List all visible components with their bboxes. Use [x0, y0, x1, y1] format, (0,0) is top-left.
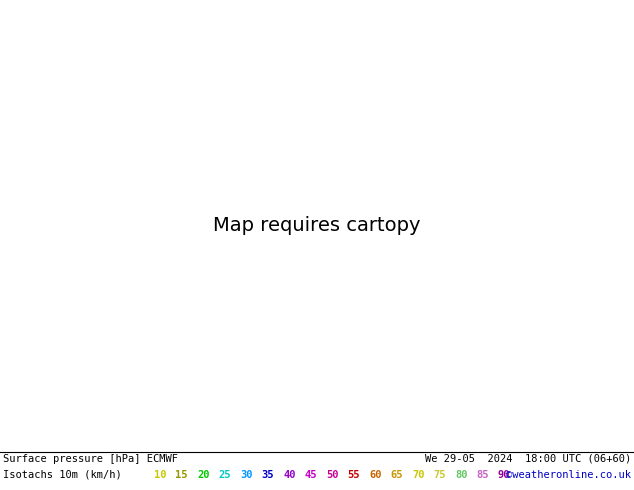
Text: 15: 15: [176, 470, 188, 480]
Text: Surface pressure [hPa] ECMWF: Surface pressure [hPa] ECMWF: [3, 454, 178, 464]
Text: Map requires cartopy: Map requires cartopy: [213, 216, 421, 235]
Text: 60: 60: [369, 470, 382, 480]
Text: 65: 65: [391, 470, 403, 480]
Text: 85: 85: [477, 470, 489, 480]
Text: 20: 20: [197, 470, 209, 480]
Text: 40: 40: [283, 470, 295, 480]
Text: 50: 50: [326, 470, 339, 480]
Text: 25: 25: [219, 470, 231, 480]
Text: ©weatheronline.co.uk: ©weatheronline.co.uk: [506, 470, 631, 480]
Text: 90: 90: [498, 470, 510, 480]
Text: Isotachs 10m (km/h): Isotachs 10m (km/h): [3, 470, 122, 480]
Text: 45: 45: [304, 470, 317, 480]
Text: 10: 10: [154, 470, 167, 480]
Text: We 29-05  2024  18:00 UTC (06+60): We 29-05 2024 18:00 UTC (06+60): [425, 454, 631, 464]
Text: 55: 55: [347, 470, 360, 480]
Text: 75: 75: [434, 470, 446, 480]
Text: 35: 35: [261, 470, 274, 480]
Text: 30: 30: [240, 470, 252, 480]
Text: 70: 70: [412, 470, 425, 480]
Text: 80: 80: [455, 470, 467, 480]
